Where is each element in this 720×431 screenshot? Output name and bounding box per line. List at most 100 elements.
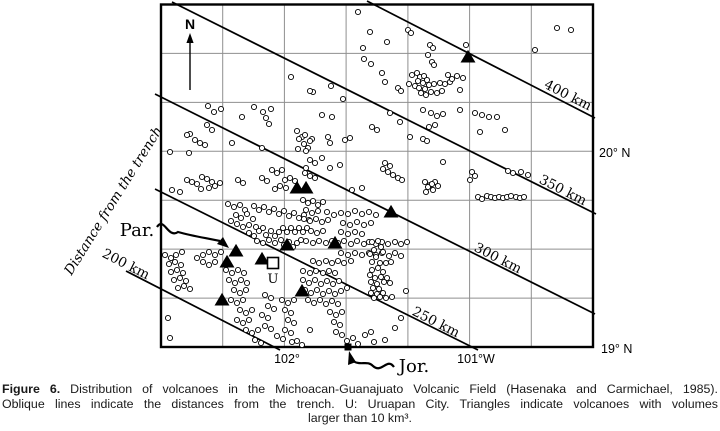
volcano-marker [371, 274, 379, 282]
large-volcano-triangle [294, 283, 310, 297]
volcano-marker [287, 224, 295, 232]
large-volcano-triangle [383, 204, 399, 218]
volcano-marker [433, 89, 441, 97]
volcano-marker [179, 269, 187, 277]
volcano-marker [265, 120, 273, 128]
volcano-marker [250, 103, 258, 111]
volcano-marker [165, 260, 173, 268]
volcano-marker [273, 169, 281, 177]
volcano-marker [267, 105, 275, 113]
volcano-marker [315, 259, 323, 267]
volcano-marker [177, 261, 185, 269]
volcano-marker [478, 111, 486, 119]
volcano-marker [299, 196, 307, 204]
volcano-marker [414, 77, 422, 85]
volcano-marker [245, 229, 253, 237]
volcano-marker [478, 195, 486, 203]
volcano-marker [381, 336, 389, 344]
volcano-marker [199, 258, 207, 266]
volcano-marker [203, 121, 211, 129]
volcano-marker [398, 176, 406, 184]
volcano-marker [407, 29, 415, 37]
volcano-marker [170, 276, 178, 284]
volcano-marker [349, 334, 357, 342]
volcano-marker [268, 166, 276, 174]
volcano-marker [379, 268, 387, 276]
volcano-marker [300, 140, 308, 148]
volcano-marker [344, 210, 352, 218]
large-volcano-triangle [254, 251, 270, 265]
volcano-marker [304, 296, 312, 304]
volcano-marker [369, 284, 377, 292]
volcano-marker [186, 285, 194, 293]
volcano-marker [334, 300, 342, 308]
volcano-marker [389, 171, 397, 179]
volcano-marker [306, 137, 314, 145]
volcano-marker [231, 279, 239, 287]
volcano-marker [287, 73, 295, 81]
volcano-marker [295, 214, 303, 222]
volcano-marker [326, 139, 334, 147]
volcano-marker [196, 139, 204, 147]
volcano-marker [309, 257, 317, 265]
volcano-marker [354, 340, 362, 348]
volcano-marker [234, 266, 242, 274]
volcano-marker [233, 299, 241, 307]
volcano-marker [314, 207, 322, 215]
volcano-marker [267, 325, 275, 333]
volcano-marker [358, 251, 366, 259]
volcano-marker [304, 199, 312, 207]
volcano-marker [359, 44, 367, 52]
volcano-marker [264, 314, 272, 322]
volcano-marker [191, 136, 199, 144]
volcano-marker [287, 309, 295, 317]
volcano-marker [308, 209, 316, 217]
volcano-marker [217, 248, 225, 256]
volcano-marker [280, 207, 288, 215]
volcano-marker [302, 237, 310, 245]
volcano-marker [263, 177, 271, 185]
volcano-marker [421, 178, 429, 186]
volcano-marker [524, 171, 532, 179]
paricutin-label: Par. [120, 220, 154, 241]
volcano-marker [381, 78, 389, 86]
volcano-marker [379, 165, 387, 173]
volcano-marker [501, 126, 509, 134]
volcano-marker [360, 240, 368, 248]
volcano-marker [265, 208, 273, 216]
volcano-marker [288, 338, 296, 346]
volcano-marker [340, 259, 348, 267]
trench-line-400-km [366, 0, 596, 119]
volcano-marker [295, 224, 303, 232]
volcano-marker [300, 215, 308, 223]
volcano-marker [262, 231, 270, 239]
volcano-marker [353, 237, 361, 245]
volcano-marker [250, 202, 258, 210]
trench-line-350-km [171, 1, 597, 215]
volcano-marker [313, 286, 321, 294]
volcano-marker [331, 269, 339, 277]
volcano-marker [567, 26, 575, 34]
volcano-marker [517, 168, 525, 176]
volcano-marker [307, 289, 315, 297]
volcano-marker [258, 311, 266, 319]
volcano-marker [275, 210, 283, 218]
volcano-marker [319, 269, 327, 277]
volcano-marker [422, 188, 430, 196]
volcano-marker [378, 69, 386, 77]
volcano-marker [384, 240, 392, 248]
volcano-marker [431, 121, 439, 129]
volcano-marker [507, 192, 515, 200]
volcano-marker [306, 172, 314, 180]
volcano-marker [504, 167, 512, 175]
volcano-marker [358, 184, 366, 192]
caption-line-1-text: Distribution of volcanoes in the Michoac… [60, 382, 718, 396]
volcano-marker [290, 209, 298, 217]
volcano-marker [205, 261, 213, 269]
volcano-marker [245, 316, 253, 324]
volcano-marker [306, 156, 314, 164]
volcano-marker [270, 305, 278, 313]
volcano-marker [238, 113, 246, 121]
volcano-marker [367, 278, 375, 286]
volcano-marker [236, 289, 244, 297]
